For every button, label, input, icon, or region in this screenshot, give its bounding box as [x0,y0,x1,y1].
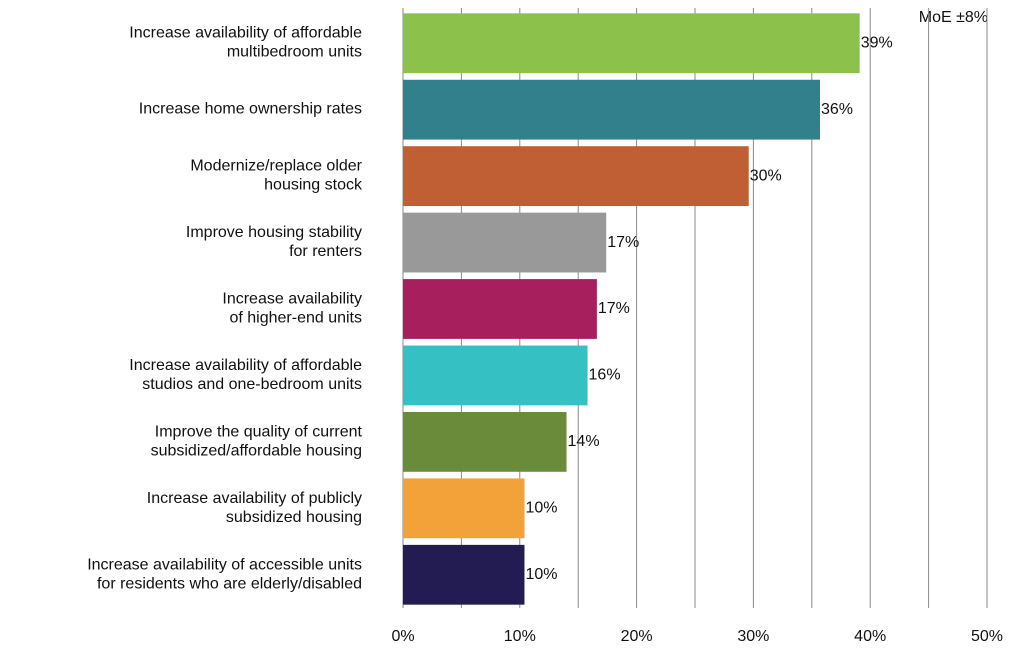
value-label: 30% [750,167,782,184]
bar [403,411,567,472]
category-label: Increase availability of publicly subsidi… [147,490,362,526]
value-label: 17% [607,234,639,251]
value-label: 10% [525,500,557,517]
value-label: 39% [861,34,893,51]
category-label: Improve housing stability for renters [186,224,362,260]
x-tick-label: 10% [504,628,536,645]
category-label: Increase availability of accessible unit… [87,556,362,592]
x-tick-label: 20% [621,628,653,645]
x-tick-label: 50% [971,628,1003,645]
bar [403,279,597,339]
value-label: 16% [589,367,621,384]
value-label: 17% [598,300,630,317]
value-label: 36% [821,101,853,118]
category-label: Increase availability of affordable multi… [129,25,362,61]
x-tick-label: 30% [737,628,769,645]
category-label: Increase availability of higher-end units [222,291,362,327]
value-label: 14% [568,433,600,450]
x-tick-label: 0% [391,628,414,645]
value-label: 10% [525,566,557,583]
bar [403,146,749,207]
category-label: Increase availability of affordable studi… [129,357,362,393]
bar [403,13,860,74]
annotation: MoE ±8% [919,9,988,26]
category-label: Improve the quality of current subsidized… [151,424,363,460]
x-tick-label: 40% [854,628,886,645]
bar [403,544,525,605]
bar [403,79,820,140]
bar [403,345,588,406]
bar [403,478,525,539]
bar [403,212,607,273]
category-label: Increase home ownership rates [139,101,362,118]
category-label: Modernize/replace older housing stock [190,158,363,194]
